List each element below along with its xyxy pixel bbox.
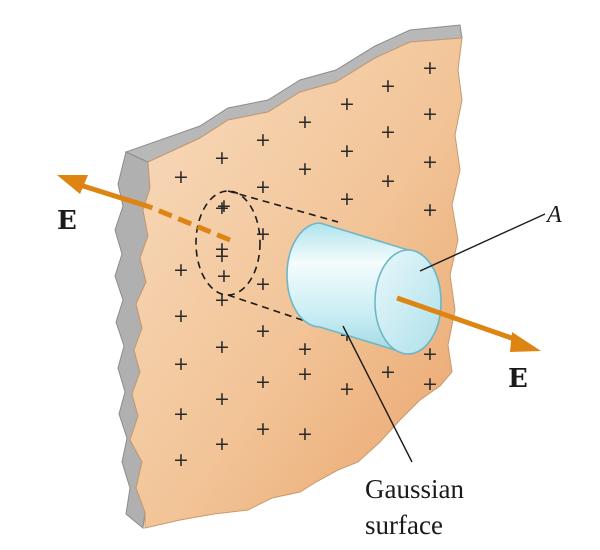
plus-charge: + bbox=[339, 378, 355, 400]
plus-charge: + bbox=[297, 158, 313, 180]
plus-charge: + bbox=[214, 245, 230, 267]
field-arrow-right-shaft bbox=[396, 295, 521, 344]
gaussian-label-line1: Gaussian bbox=[365, 474, 464, 504]
plus-charge: + bbox=[339, 140, 355, 162]
plus-charge: + bbox=[214, 289, 230, 311]
plus-charge: + bbox=[339, 93, 355, 115]
plus-charge: + bbox=[422, 343, 438, 365]
plus-charge: + bbox=[173, 353, 189, 375]
plus-charge: + bbox=[255, 418, 271, 440]
field-arrow-left-hidden bbox=[149, 204, 231, 243]
plus-charge: + bbox=[297, 423, 313, 445]
plus-charge: + bbox=[380, 121, 396, 143]
plus-charge: + bbox=[255, 371, 271, 393]
plus-charge: + bbox=[255, 129, 271, 151]
plus-charge: + bbox=[422, 103, 438, 125]
plus-charge: + bbox=[214, 336, 230, 358]
plus-charge: + bbox=[422, 57, 438, 79]
plus-charge: + bbox=[255, 223, 271, 245]
plus-charge: + bbox=[173, 403, 189, 425]
gaussian-label-line2: surface bbox=[365, 510, 443, 540]
plus-charge: + bbox=[380, 75, 396, 97]
plus-charge: + bbox=[339, 188, 355, 210]
projection-line-bottom bbox=[227, 294, 306, 322]
plus-charge: + bbox=[255, 273, 271, 295]
plus-charge: + bbox=[214, 238, 230, 260]
plus-charge: + bbox=[173, 259, 189, 281]
field-label-right: E bbox=[508, 364, 528, 394]
area-leader-line bbox=[419, 213, 546, 272]
field-label-left: E bbox=[57, 206, 77, 236]
plus-charge: + bbox=[422, 373, 438, 395]
charge-grid: + + + + + + + + + + + + + + + + + + + + + + + + + + + + + + + + + + + + + + + +… bbox=[173, 57, 438, 471]
plus-charge: + bbox=[214, 147, 230, 169]
plus-charge: + bbox=[214, 433, 230, 455]
plus-charge: + bbox=[216, 265, 232, 287]
plus-charge: + bbox=[380, 170, 396, 192]
plus-charge: + bbox=[255, 176, 271, 198]
plus-charge: + bbox=[173, 166, 189, 188]
plus-charge: + bbox=[173, 305, 189, 327]
plus-charge: + bbox=[297, 111, 313, 133]
gaussian-leader-line bbox=[342, 325, 413, 463]
plus-charge: + bbox=[255, 320, 271, 342]
plus-charge: + bbox=[422, 151, 438, 173]
plus-charge: + bbox=[297, 338, 313, 360]
plus-charge: + bbox=[297, 363, 313, 385]
plus-charge: + bbox=[216, 195, 232, 217]
field-arrow-right-head bbox=[510, 332, 541, 352]
plus-charge: + bbox=[214, 197, 230, 219]
area-label: A bbox=[545, 202, 562, 228]
plus-charge: + bbox=[380, 361, 396, 383]
plus-charge: + bbox=[422, 199, 438, 221]
plus-charge: + bbox=[214, 388, 230, 410]
field-arrow-left-head bbox=[57, 175, 88, 194]
plus-charge: + bbox=[173, 449, 189, 471]
field-arrow-left-shaft bbox=[79, 182, 151, 210]
